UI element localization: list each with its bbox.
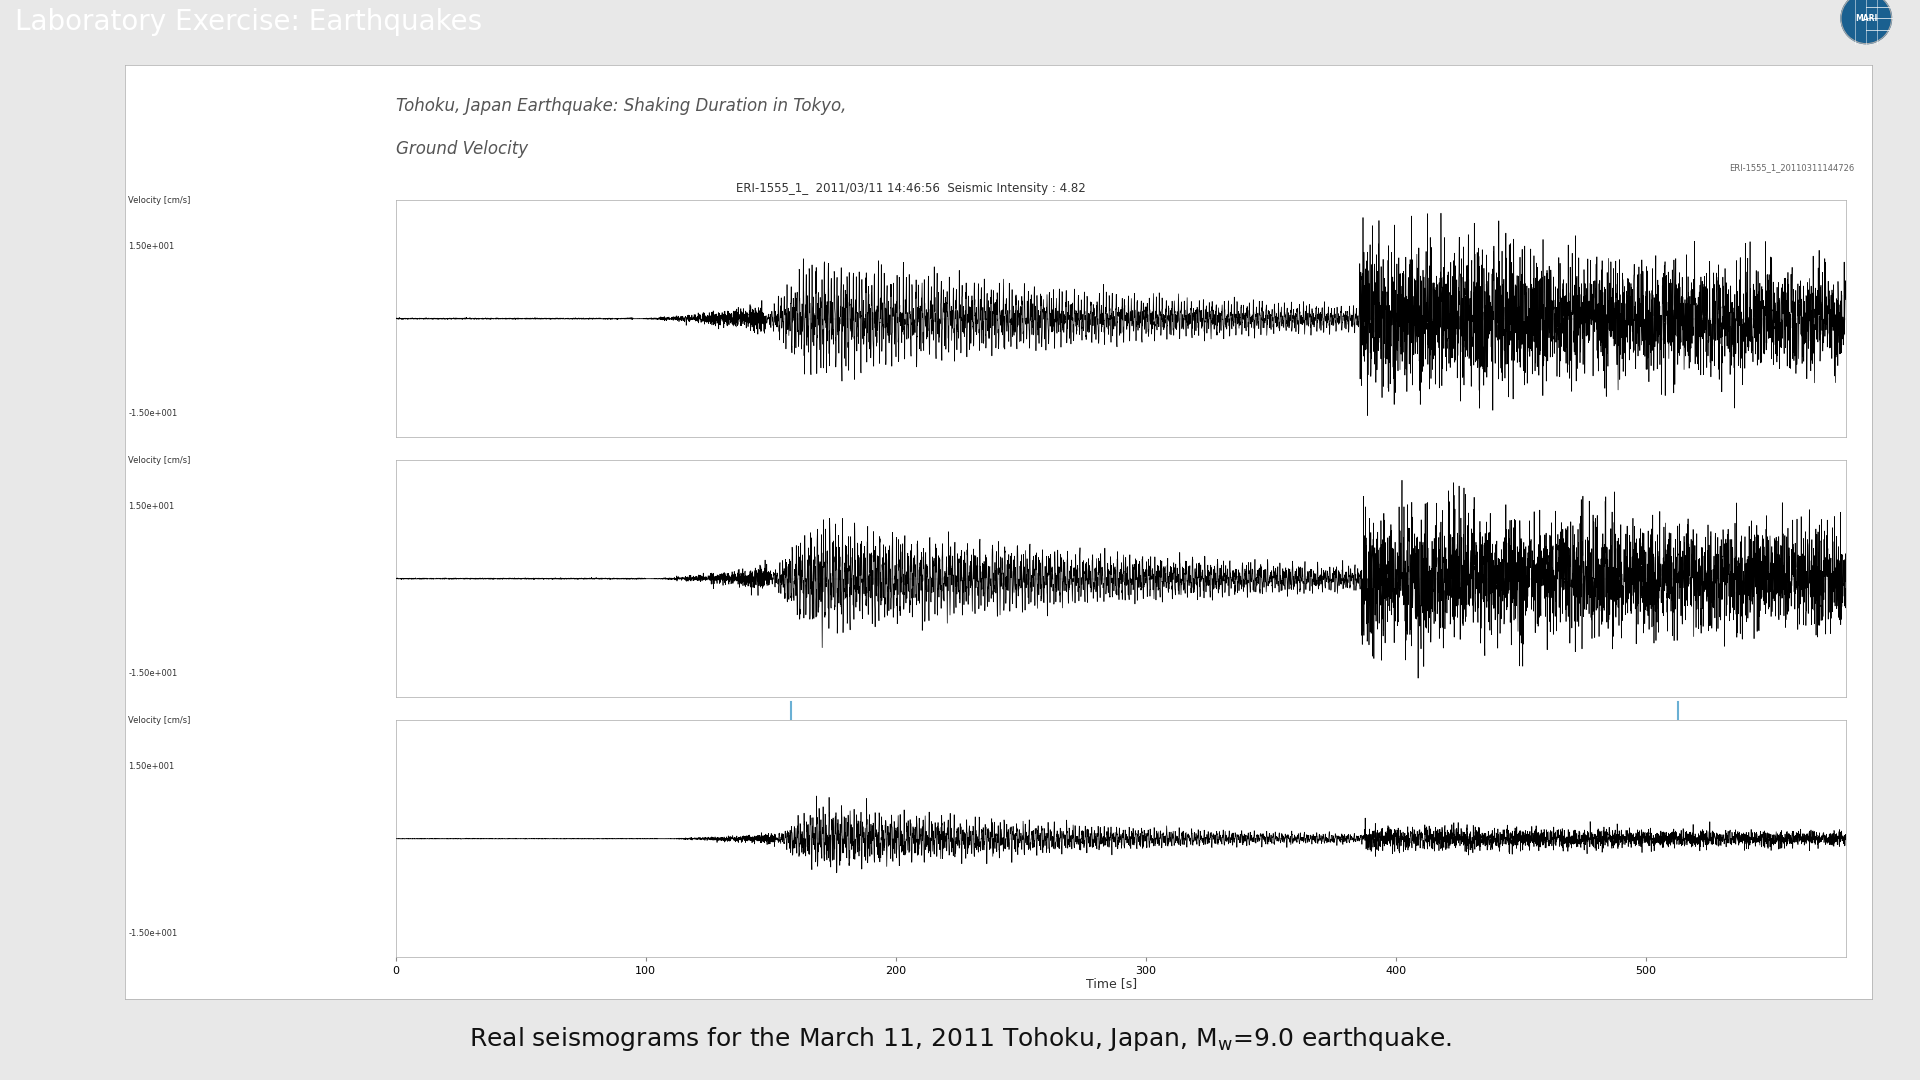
- Bar: [1584, 120, 1605, 129]
- Bar: [1624, 156, 1645, 164]
- Text: U-D: U-D: [405, 739, 428, 752]
- Text: Tohoku, Japan Earthquake: Shaking Duration in Tokyo,: Tohoku, Japan Earthquake: Shaking Durati…: [396, 97, 847, 116]
- Text: ERI-1555_1_  2011/03/11 14:46:56  Seismic Intensity : 4.82: ERI-1555_1_ 2011/03/11 14:46:56 Seismic …: [735, 181, 1087, 194]
- Text: -1.50e+001: -1.50e+001: [129, 929, 177, 937]
- Bar: [1624, 173, 1645, 181]
- Text: Max.=: Max.=: [1094, 739, 1127, 750]
- Text: -14.951: -14.951: [1592, 478, 1632, 489]
- Text: 1.50e+001: 1.50e+001: [129, 502, 175, 511]
- Text: Laboratory Exercise: Earthquakes: Laboratory Exercise: Earthquakes: [15, 8, 482, 36]
- Text: Velocity [cm/s]: Velocity [cm/s]: [129, 456, 190, 464]
- Bar: [1584, 138, 1605, 147]
- Text: -13.3086: -13.3086: [1592, 219, 1640, 229]
- Text: Max.=: Max.=: [1094, 219, 1127, 229]
- Text: ERI-1555_1_20110311144726: ERI-1555_1_20110311144726: [1730, 163, 1855, 172]
- Text: 1.50e+001: 1.50e+001: [129, 242, 175, 252]
- Text: Ground Velocity: Ground Velocity: [396, 139, 528, 158]
- Text: 6 minutes: 6 minutes: [1077, 746, 1164, 761]
- Bar: [1584, 156, 1605, 164]
- Text: Min.=: Min.=: [1444, 478, 1475, 489]
- Bar: [1584, 173, 1605, 181]
- Bar: [1605, 147, 1624, 156]
- Text: Min.=: Min.=: [1444, 219, 1475, 229]
- Text: -1.50e+001: -1.50e+001: [129, 409, 177, 418]
- Text: Real seismograms for the March 11, 2011 Tohoku, Japan, M$_\mathregular{w}$=9.0 e: Real seismograms for the March 11, 2011 …: [468, 1025, 1452, 1053]
- Bar: [1605, 129, 1624, 138]
- Text: Velocity [cm/s]: Velocity [cm/s]: [129, 716, 190, 725]
- Text: E-W: E-W: [405, 478, 428, 492]
- Text: MARI: MARI: [1855, 14, 1878, 23]
- Text: Time [s]: Time [s]: [1087, 976, 1137, 989]
- Bar: [1624, 138, 1645, 147]
- Text: USGS: USGS: [1678, 139, 1720, 153]
- Circle shape: [1841, 0, 1891, 43]
- Text: -1.50e+001: -1.50e+001: [129, 669, 177, 678]
- Text: Min.=: Min.=: [1444, 739, 1475, 750]
- Bar: [1605, 111, 1624, 120]
- Text: 6.2033: 6.2033: [1252, 739, 1288, 750]
- Text: Max.=: Max.=: [1094, 478, 1127, 489]
- Bar: [1624, 120, 1645, 129]
- Text: 13.0353: 13.0353: [1252, 478, 1294, 489]
- Text: 13.8017: 13.8017: [1252, 219, 1294, 229]
- Bar: [1605, 164, 1624, 173]
- Text: -6.9171: -6.9171: [1592, 739, 1632, 750]
- Text: 1.50e+001: 1.50e+001: [129, 762, 175, 771]
- Text: N-S: N-S: [405, 219, 426, 232]
- Text: Velocity [cm/s]: Velocity [cm/s]: [129, 195, 190, 204]
